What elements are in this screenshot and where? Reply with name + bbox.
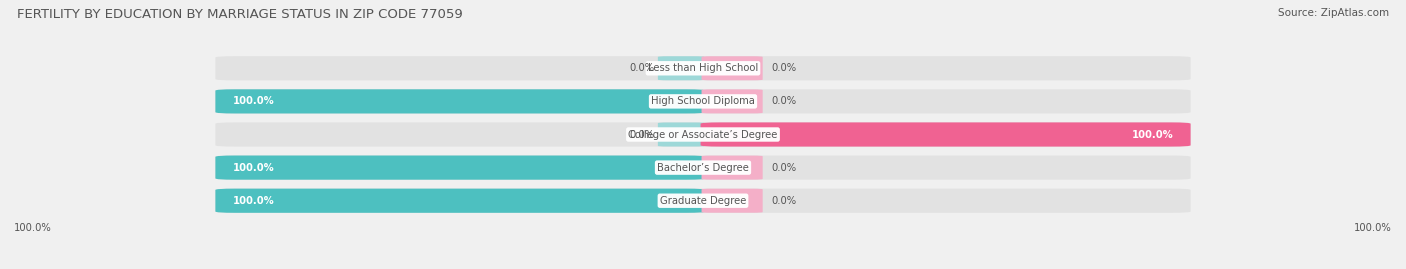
FancyBboxPatch shape bbox=[215, 155, 706, 180]
FancyBboxPatch shape bbox=[658, 122, 704, 147]
Text: 100.0%: 100.0% bbox=[14, 223, 52, 233]
Text: 100.0%: 100.0% bbox=[232, 96, 274, 107]
Text: 100.0%: 100.0% bbox=[232, 162, 274, 173]
Text: 100.0%: 100.0% bbox=[1132, 129, 1174, 140]
Text: Graduate Degree: Graduate Degree bbox=[659, 196, 747, 206]
Text: 0.0%: 0.0% bbox=[630, 63, 654, 73]
FancyBboxPatch shape bbox=[702, 155, 762, 180]
Text: 0.0%: 0.0% bbox=[770, 63, 796, 73]
FancyBboxPatch shape bbox=[215, 89, 706, 114]
FancyBboxPatch shape bbox=[702, 189, 762, 213]
Text: 100.0%: 100.0% bbox=[232, 196, 274, 206]
FancyBboxPatch shape bbox=[215, 189, 706, 213]
FancyBboxPatch shape bbox=[702, 56, 762, 80]
Text: FERTILITY BY EDUCATION BY MARRIAGE STATUS IN ZIP CODE 77059: FERTILITY BY EDUCATION BY MARRIAGE STATU… bbox=[17, 8, 463, 21]
FancyBboxPatch shape bbox=[658, 56, 704, 80]
FancyBboxPatch shape bbox=[215, 56, 1191, 80]
Text: Less than High School: Less than High School bbox=[648, 63, 758, 73]
FancyBboxPatch shape bbox=[215, 155, 1191, 180]
Text: 100.0%: 100.0% bbox=[1354, 223, 1392, 233]
Text: 0.0%: 0.0% bbox=[770, 162, 796, 173]
Text: College or Associate’s Degree: College or Associate’s Degree bbox=[628, 129, 778, 140]
Text: High School Diploma: High School Diploma bbox=[651, 96, 755, 107]
Text: 0.0%: 0.0% bbox=[770, 96, 796, 107]
FancyBboxPatch shape bbox=[215, 89, 1191, 114]
Text: Source: ZipAtlas.com: Source: ZipAtlas.com bbox=[1278, 8, 1389, 18]
FancyBboxPatch shape bbox=[215, 189, 1191, 213]
FancyBboxPatch shape bbox=[700, 122, 1191, 147]
Text: 0.0%: 0.0% bbox=[630, 129, 654, 140]
FancyBboxPatch shape bbox=[702, 89, 762, 114]
Text: Bachelor’s Degree: Bachelor’s Degree bbox=[657, 162, 749, 173]
Text: 0.0%: 0.0% bbox=[770, 196, 796, 206]
FancyBboxPatch shape bbox=[215, 122, 1191, 147]
